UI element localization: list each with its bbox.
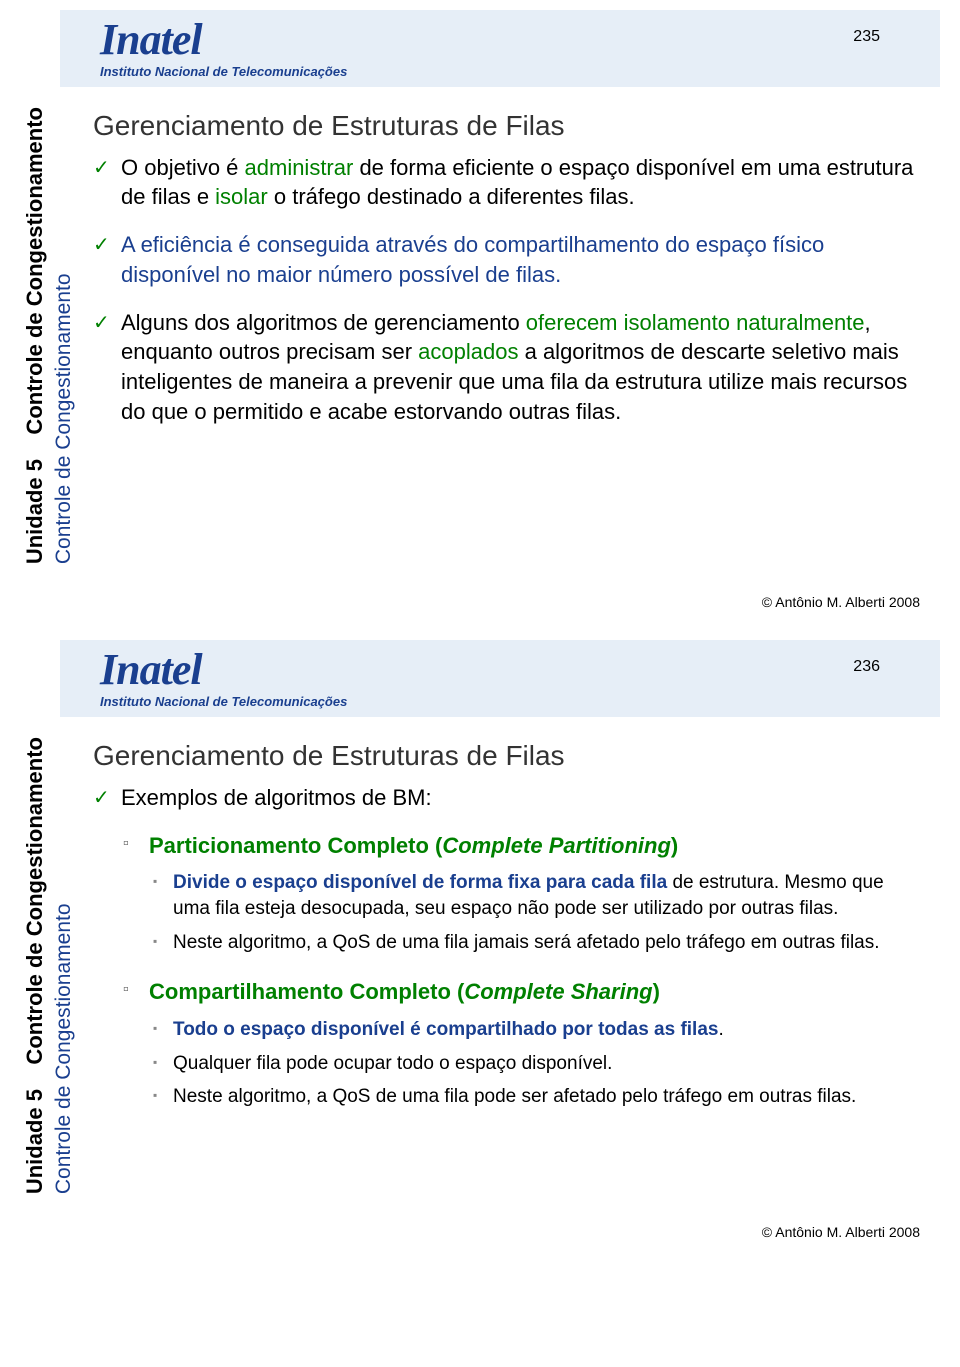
bullet-lead: Exemplos de algoritmos de BM: xyxy=(93,783,920,813)
sub-bullet: Neste algoritmo, a QoS de uma fila pode … xyxy=(93,1084,920,1110)
sub-bullet: Todo o espaço disponível é compartilhado… xyxy=(93,1017,920,1043)
logo-subtitle: Instituto Nacional de Telecomunicações xyxy=(100,64,347,79)
content-area: Gerenciamento de Estruturas de Filas O o… xyxy=(93,107,920,564)
slide-body: Unidade 5 Controle de Congestionamento C… xyxy=(0,717,960,1214)
logo-name: Inatel xyxy=(100,18,347,62)
logo-subtitle: Instituto Nacional de Telecomunicações xyxy=(100,694,347,709)
sub-bullet: Neste algoritmo, a QoS de uma fila jamai… xyxy=(93,930,920,956)
sub-bullet: Divide o espaço disponível de forma fixa… xyxy=(93,870,920,921)
slide-title: Gerenciamento de Estruturas de Filas xyxy=(93,737,920,775)
bullet-2: A eficiência é conseguida através do com… xyxy=(93,230,920,289)
bullet-3: Alguns dos algoritmos de gerenciamento o… xyxy=(93,308,920,427)
logo-name: Inatel xyxy=(100,648,347,692)
content-area: Gerenciamento de Estruturas de Filas Exe… xyxy=(93,737,920,1194)
page-number: 235 xyxy=(853,18,900,46)
side-topic-blue: Controle de Congestionamento xyxy=(50,737,78,1194)
side-unit: Unidade 5 Controle de Congestionamento xyxy=(20,107,50,564)
side-topic-blue: Controle de Congestionamento xyxy=(50,107,78,564)
logo-block: Inatel Instituto Nacional de Telecomunic… xyxy=(100,648,347,709)
side-labels: Unidade 5 Controle de Congestionamento C… xyxy=(20,737,78,1194)
header-bar: Inatel Instituto Nacional de Telecomunic… xyxy=(60,10,940,87)
subheading-sharing: Compartilhamento Completo (Complete Shar… xyxy=(93,977,920,1007)
footer-copyright: © Antônio M. Alberti 2008 xyxy=(0,1214,960,1260)
footer-copyright: © Antônio M. Alberti 2008 xyxy=(0,584,960,630)
subheading-partitioning: Particionamento Completo (Complete Parti… xyxy=(93,831,920,861)
logo-block: Inatel Instituto Nacional de Telecomunic… xyxy=(100,18,347,79)
side-labels: Unidade 5 Controle de Congestionamento C… xyxy=(20,107,78,564)
slide-235: Inatel Instituto Nacional de Telecomunic… xyxy=(0,10,960,630)
slide-body: Unidade 5 Controle de Congestionamento C… xyxy=(0,87,960,584)
side-unit: Unidade 5 Controle de Congestionamento xyxy=(20,737,50,1194)
header-bar: Inatel Instituto Nacional de Telecomunic… xyxy=(60,640,940,717)
slide-title: Gerenciamento de Estruturas de Filas xyxy=(93,107,920,145)
sub-bullet: Qualquer fila pode ocupar todo o espaço … xyxy=(93,1051,920,1077)
bullet-1: O objetivo é administrar de forma eficie… xyxy=(93,153,920,212)
spacer xyxy=(93,963,920,977)
slide-236: Inatel Instituto Nacional de Telecomunic… xyxy=(0,640,960,1260)
page-number: 236 xyxy=(853,648,900,676)
